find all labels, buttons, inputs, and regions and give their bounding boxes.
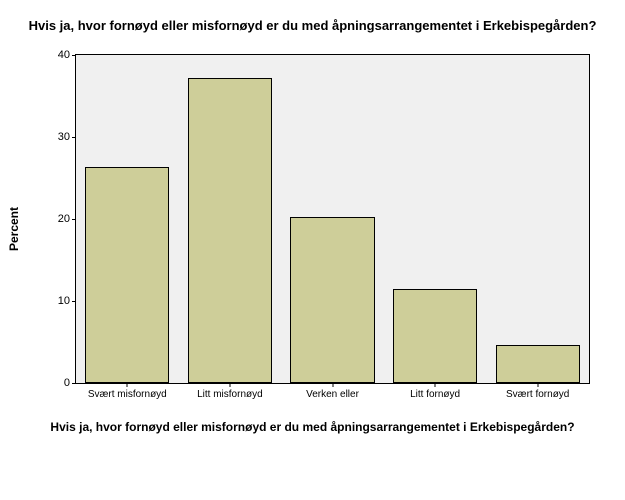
x-tick-label: Svært misfornøyd <box>88 389 167 400</box>
y-tick-label: 20 <box>58 213 70 225</box>
bar <box>290 217 374 383</box>
chart-body: Percent 010203040Svært misfornøydLitt mi… <box>20 44 605 414</box>
x-tick-label: Verken eller <box>306 389 359 400</box>
y-tick-label: 40 <box>58 49 70 61</box>
bar <box>85 167 169 383</box>
bar <box>496 345 580 384</box>
y-tick-mark <box>72 383 76 384</box>
y-tick-label: 10 <box>58 295 70 307</box>
x-tick-mark <box>537 383 538 387</box>
chart-title: Hvis ja, hvor fornøyd eller misfornøyd e… <box>20 18 605 34</box>
y-tick-label: 30 <box>58 131 70 143</box>
plot-area: 010203040Svært misfornøydLitt misfornøyd… <box>75 54 590 384</box>
x-tick-label: Litt fornøyd <box>410 389 460 400</box>
y-tick-mark <box>72 301 76 302</box>
x-tick-label: Litt misfornøyd <box>197 389 263 400</box>
x-tick-mark <box>127 383 128 387</box>
y-tick-mark <box>72 55 76 56</box>
y-tick-mark <box>72 219 76 220</box>
x-axis-label: Hvis ja, hvor fornøyd eller misfornøyd e… <box>20 420 605 435</box>
bar <box>393 289 477 383</box>
chart-container: Hvis ja, hvor fornøyd eller misfornøyd e… <box>0 0 625 500</box>
x-tick-mark <box>332 383 333 387</box>
y-tick-label: 0 <box>64 377 70 389</box>
x-tick-mark <box>229 383 230 387</box>
x-tick-label: Svært fornøyd <box>506 389 569 400</box>
y-tick-mark <box>72 137 76 138</box>
bar <box>188 78 272 383</box>
y-axis-label: Percent <box>7 207 21 251</box>
x-tick-mark <box>435 383 436 387</box>
